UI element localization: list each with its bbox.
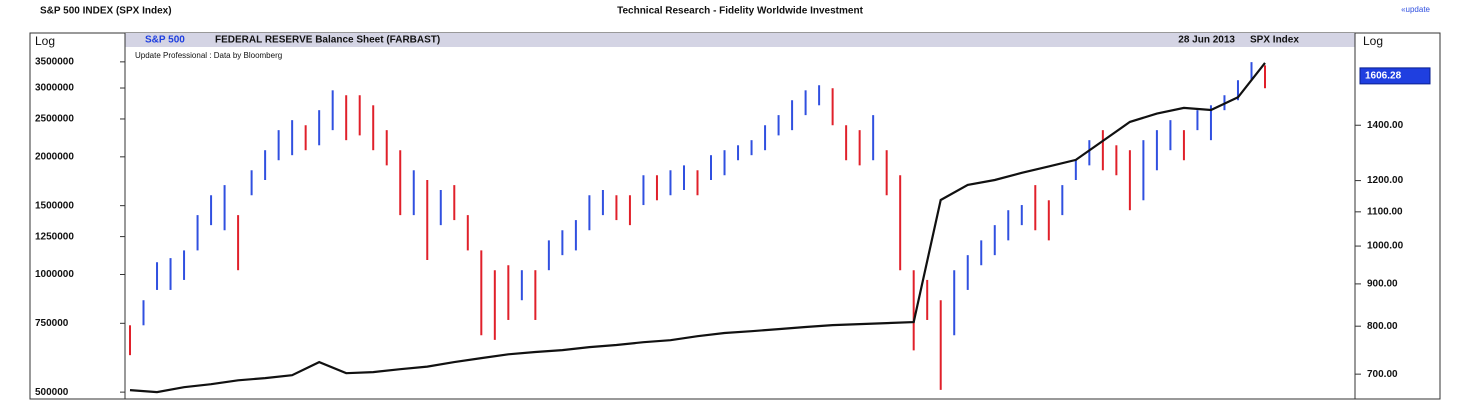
y-tick-label: 1000000 xyxy=(35,269,74,280)
balance-sheet-line xyxy=(129,62,1266,394)
y-tick-label: 3000000 xyxy=(35,83,74,94)
last-value-box xyxy=(1359,67,1431,85)
y2-tick-label: 1100.00 xyxy=(1367,206,1403,217)
source-note: Update Professional : Data by Bloomberg xyxy=(135,51,282,60)
y2-tick-label: 1000.00 xyxy=(1367,241,1404,252)
last-value-label: 1606.28 xyxy=(1365,71,1402,82)
y-tick-label: 3500000 xyxy=(35,56,74,67)
legend-fed: FEDERAL RESERVE Balance Sheet (FARBAST) xyxy=(215,35,440,46)
y-axis-label: Log xyxy=(35,34,55,48)
y-tick-label: 1500000 xyxy=(35,200,74,211)
chart-ticker: SPX Index xyxy=(1250,35,1299,46)
page-subtitle: Technical Research - Fidelity Worldwide … xyxy=(617,6,863,17)
y2-tick-label: 700.00 xyxy=(1367,369,1398,380)
series-header-bar xyxy=(125,33,1355,47)
y-tick-label: 500000 xyxy=(35,387,69,398)
page-title: S&P 500 INDEX (SPX Index) xyxy=(40,6,172,17)
y-tick-label: 2000000 xyxy=(35,151,74,162)
y2-tick-label: 1400.00 xyxy=(1367,120,1404,131)
y2-tick-label: 1200.00 xyxy=(1367,175,1404,186)
update-link[interactable]: «update xyxy=(1401,5,1430,14)
y-tick-label: 1250000 xyxy=(35,231,74,242)
y-tick-label: 750000 xyxy=(35,318,69,329)
y2-tick-label: 800.00 xyxy=(1367,321,1398,332)
legend-spx: S&P 500 xyxy=(145,35,185,46)
y-tick-label: 2500000 xyxy=(35,114,74,125)
chart-date: 28 Jun 2013 xyxy=(1178,35,1235,46)
y2-axis-label: Log xyxy=(1363,34,1383,48)
y2-tick-label: 900.00 xyxy=(1367,279,1398,290)
